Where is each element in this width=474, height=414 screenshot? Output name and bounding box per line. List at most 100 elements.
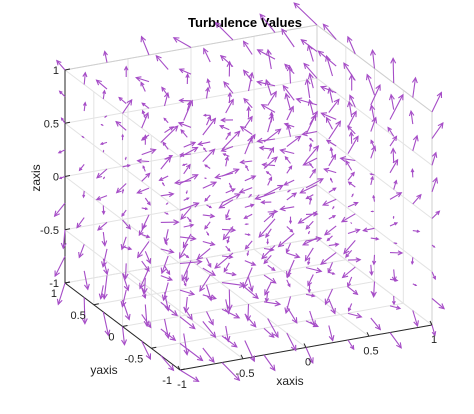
vector-arrow [102,258,109,276]
x-tick [240,354,244,360]
vector-arrow [286,165,293,174]
vector-arrow [370,83,381,106]
vector-arrow [307,274,314,287]
vector-arrow [309,137,314,142]
vector-arrow [76,217,85,229]
vector-arrow [340,213,356,223]
vector-arrow [179,342,204,362]
vector-arrow [99,141,108,146]
vector-arrow [393,179,398,190]
vector-arrow [202,294,217,301]
vector-arrow [160,255,169,275]
vector-arrow [388,93,395,110]
vector-arrow [328,325,335,342]
vector-arrow [325,139,337,147]
vector-arrow [330,177,333,183]
vector-arrow [258,218,276,238]
vector-arrow [305,293,316,298]
vector-arrow [222,153,230,157]
vector-arrow [184,270,190,283]
vector-arrow [179,146,199,158]
vector-arrow [121,299,131,321]
vector-arrow [221,254,234,260]
vector-arrow [325,54,334,77]
vector-arrow [221,193,242,204]
vector-arrow [179,235,197,242]
vector-arrow [279,205,295,212]
vector-arrow [431,210,441,219]
vector-arrow [286,189,291,193]
vector-arrow [346,276,353,288]
vector-arrow [202,240,216,247]
vector-arrow [286,135,302,148]
vector-arrow [163,117,169,124]
vector-arrow [370,290,376,296]
vector-arrow [121,273,130,292]
vector-arrow [328,120,342,140]
vector-arrow [160,191,175,198]
vector-arrow [286,123,292,137]
vector-arrow [179,243,188,259]
vector-arrow [115,120,127,131]
vector-arrow [144,251,152,265]
vector-arrow [202,181,218,189]
vector-arrow [283,122,295,128]
vector-arrow [295,97,318,106]
vector-arrow [347,201,359,208]
vector-arrow [263,255,272,265]
vector-arrow [141,172,151,182]
vector-arrow [325,116,333,130]
vector-arrow [348,130,354,144]
vector-arrow [122,246,133,251]
vector-arrow [83,270,90,291]
vector-arrow [349,94,356,108]
vector-arrow [347,35,356,55]
vector-arrow [123,65,129,77]
z-tick-label: -0.5 [40,225,59,237]
vector-arrow [179,202,200,211]
y-tick [151,346,157,349]
vector-arrow [218,199,234,209]
vector-arrow [431,324,437,337]
vector-arrow [389,192,403,200]
vector-arrow [283,179,295,186]
z-tick [64,68,71,71]
vector-arrow [244,203,255,208]
vector-arrow [165,202,169,205]
vector-arrow [327,262,334,274]
vector-arrow [55,59,66,71]
vector-arrow [180,206,192,221]
vector-arrow [351,193,354,198]
vector-arrow [164,126,175,134]
z-tick [64,121,71,124]
vector-arrow [143,134,148,145]
vector-arrow [102,311,111,337]
vector-arrow [286,332,297,352]
vector-arrow [115,183,127,194]
vector-arrow [226,236,230,244]
vector-arrow [410,168,415,178]
vector-arrow [58,90,66,97]
vector-arrow [305,145,320,162]
vector-arrow [244,115,253,128]
vector-arrow [122,164,131,168]
vector-arrow [322,23,337,40]
vector-arrow [307,257,311,266]
vector-arrow [57,149,66,154]
vector-arrow [267,176,273,186]
vector-arrow [206,204,213,209]
vector-arrow [247,277,254,293]
vector-arrow [202,267,217,276]
vector-arrow [302,157,318,166]
vector-arrow [183,197,190,201]
vector-arrow [307,284,312,294]
vector-arrow [260,104,276,113]
vector-arrow [371,254,377,266]
vector-arrow [160,301,179,317]
vector-arrow [121,188,125,194]
vector-arrow [267,209,279,214]
vector-arrow [412,134,419,151]
vector-arrow [220,145,234,152]
vector-arrow [347,110,357,128]
vector-arrow [220,117,234,123]
